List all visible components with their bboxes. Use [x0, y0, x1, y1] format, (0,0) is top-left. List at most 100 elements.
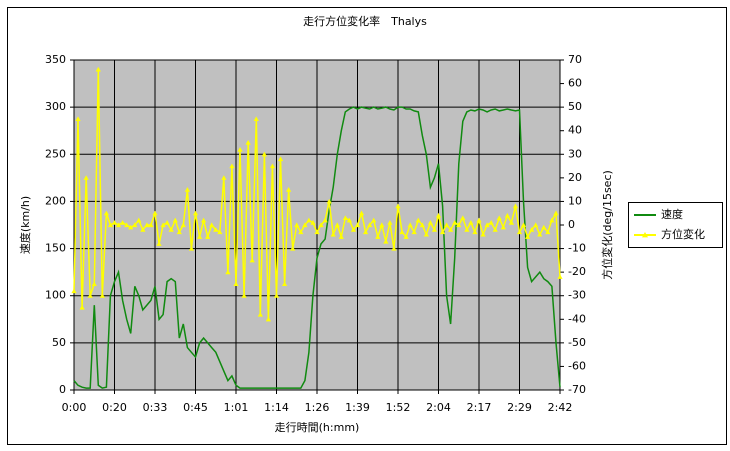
point-marker: [196, 234, 203, 239]
point-marker: [253, 116, 259, 122]
point-marker: [354, 222, 361, 228]
point-marker: [537, 231, 543, 237]
y2-tick-label: -50: [568, 336, 586, 349]
point-marker: [124, 222, 130, 228]
x-tick-label: 1:01: [224, 401, 249, 414]
y-tick-label: 50: [52, 336, 66, 349]
point-marker: [520, 222, 527, 228]
point-marker: [318, 222, 324, 228]
y-axis-label: 速度(km/h): [18, 196, 32, 254]
point-marker: [120, 220, 126, 225]
point-marker: [132, 222, 138, 228]
point-marker: [516, 229, 523, 235]
point-marker: [480, 231, 486, 237]
x-tick-label: 2:42: [548, 401, 573, 414]
point-marker: [427, 220, 433, 225]
y2-tick-label: 60: [568, 77, 582, 90]
point-marker: [286, 187, 292, 192]
point-marker: [439, 229, 446, 235]
x-tick-label: 2:17: [467, 401, 492, 414]
point-marker: [435, 212, 442, 218]
point-marker: [330, 231, 336, 237]
point-marker: [387, 220, 393, 225]
point-marker: [488, 220, 494, 225]
x-tick-label: 2:29: [507, 401, 532, 414]
y-tick-label: 300: [45, 100, 66, 113]
point-marker: [164, 220, 170, 225]
x-tick-label: 1:14: [264, 401, 289, 414]
point-marker: [294, 222, 300, 228]
point-marker: [229, 163, 235, 169]
point-marker: [201, 217, 207, 223]
point-marker: [172, 217, 178, 223]
point-marker: [209, 222, 215, 228]
point-marker: [529, 227, 535, 232]
legend-label: 速度: [661, 207, 683, 221]
point-marker: [128, 224, 134, 230]
point-marker: [423, 231, 429, 237]
legend-marker: [642, 232, 648, 238]
x-axis-label: 走行時間(h:mm): [275, 421, 360, 434]
point-marker: [217, 229, 223, 235]
y2-tick-label: 70: [568, 53, 582, 66]
point-marker: [411, 229, 417, 235]
point-marker: [257, 311, 263, 317]
y2-tick-label: -20: [568, 265, 586, 278]
point-marker: [245, 139, 251, 145]
point-marker: [160, 222, 166, 228]
y2-tick-label: -70: [568, 383, 586, 396]
point-marker: [500, 224, 506, 230]
point-marker: [460, 215, 466, 221]
x-tick-label: 1:39: [345, 401, 370, 414]
point-marker: [168, 227, 174, 232]
point-marker: [326, 198, 332, 204]
point-marker: [419, 222, 425, 228]
point-marker: [310, 220, 316, 225]
point-marker: [282, 281, 288, 287]
point-marker: [358, 210, 365, 216]
point-marker: [111, 220, 118, 225]
point-marker: [363, 229, 369, 235]
point-marker: [265, 316, 271, 322]
point-marker: [213, 227, 219, 232]
point-marker: [115, 222, 122, 228]
point-marker: [415, 217, 421, 223]
x-tick-label: 1:26: [305, 401, 330, 414]
y2-tick-label: 20: [568, 171, 582, 184]
point-marker: [549, 217, 555, 223]
point-marker: [136, 217, 142, 223]
y-tick-label: 150: [45, 242, 66, 255]
y2-tick-label: 40: [568, 124, 582, 137]
point-marker: [452, 220, 458, 225]
point-marker: [472, 229, 478, 235]
point-marker: [83, 175, 89, 180]
point-marker: [395, 203, 401, 209]
point-marker: [298, 229, 304, 235]
y2-tick-label: -60: [568, 359, 586, 372]
point-marker: [261, 151, 267, 157]
y-tick-label: 350: [45, 53, 66, 66]
y2-tick-label: 0: [568, 218, 575, 231]
point-marker: [148, 222, 154, 228]
point-marker: [290, 245, 296, 251]
point-marker: [188, 245, 195, 251]
x-tick-label: 0:45: [183, 401, 208, 414]
point-marker: [407, 222, 413, 228]
y-tick-label: 200: [45, 194, 66, 207]
point-marker: [156, 241, 162, 246]
point-marker: [492, 227, 498, 232]
legend-label: 方位変化: [661, 227, 705, 241]
point-marker: [152, 210, 158, 216]
x-tick-label: 0:33: [143, 401, 168, 414]
point-marker: [273, 293, 280, 298]
point-marker: [144, 222, 150, 228]
x-tick-label: 0:00: [62, 401, 87, 414]
point-marker: [99, 293, 105, 298]
x-tick-label: 2:04: [426, 401, 451, 414]
point-marker: [269, 163, 276, 169]
y2-axis-label: 方位変化(deg/15sec): [600, 170, 614, 280]
point-marker: [371, 217, 377, 223]
point-marker: [553, 210, 559, 216]
y2-tick-label: -40: [568, 312, 586, 325]
